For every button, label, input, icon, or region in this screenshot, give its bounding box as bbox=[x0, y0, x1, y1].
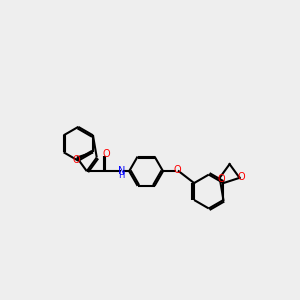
Text: O: O bbox=[218, 174, 225, 184]
Text: N: N bbox=[118, 166, 125, 176]
Text: O: O bbox=[173, 165, 181, 176]
Text: O: O bbox=[237, 172, 245, 182]
Text: O: O bbox=[102, 149, 110, 159]
Text: H: H bbox=[118, 171, 124, 180]
Text: O: O bbox=[72, 155, 80, 165]
